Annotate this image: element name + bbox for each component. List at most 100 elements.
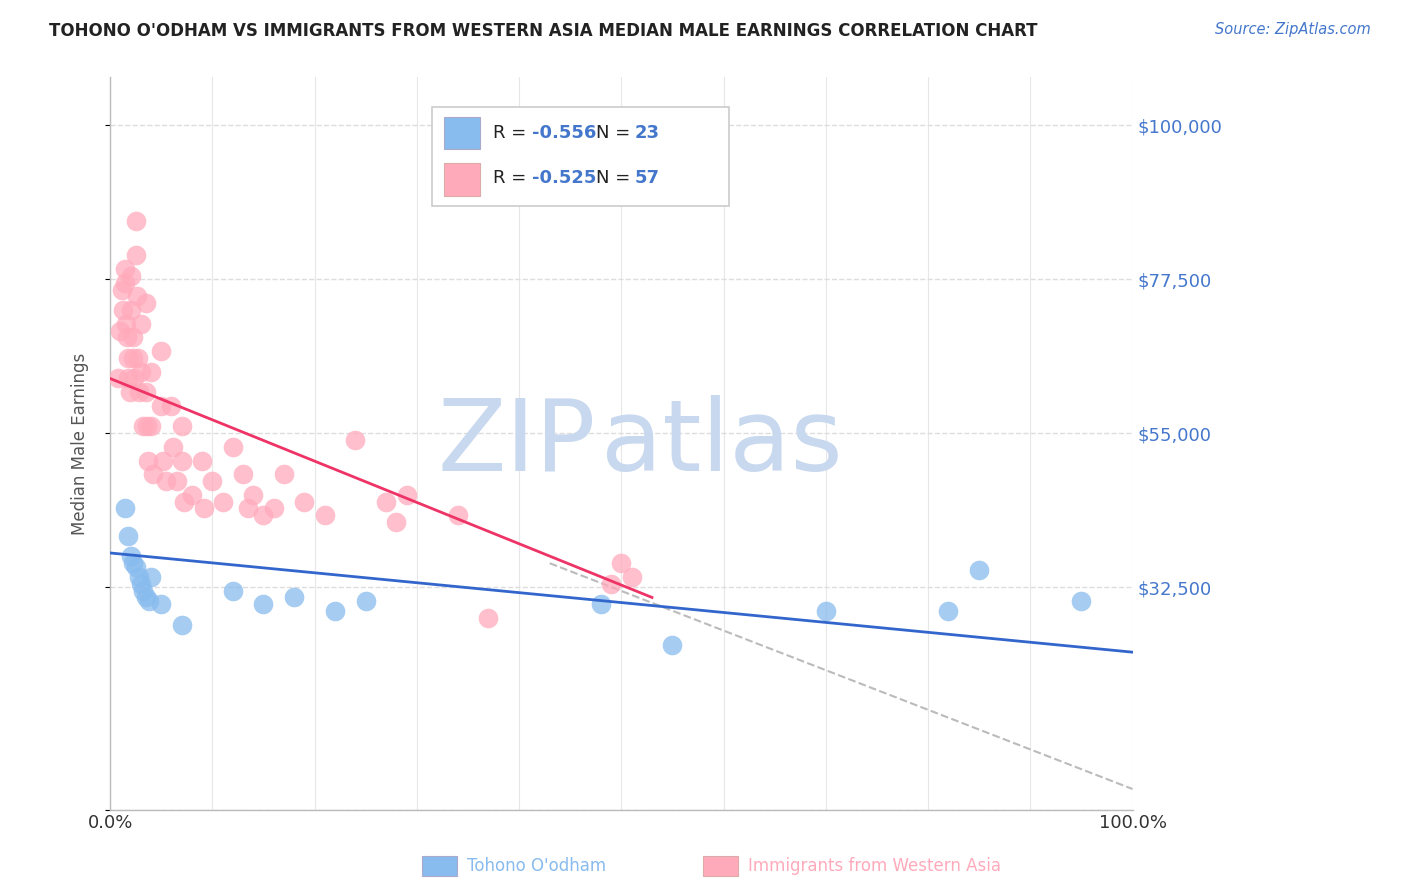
Point	[170, 419, 193, 434]
Point	[135, 385, 157, 400]
Point	[242, 488, 264, 502]
Point	[385, 515, 408, 529]
Point	[142, 467, 165, 482]
Text: Source: ZipAtlas.com: Source: ZipAtlas.com	[1215, 22, 1371, 37]
Point	[201, 474, 224, 488]
Point	[166, 474, 188, 488]
Point	[107, 371, 129, 385]
Point	[118, 385, 141, 400]
Point	[132, 419, 155, 434]
Point	[193, 501, 215, 516]
Point	[661, 638, 683, 652]
Point	[292, 494, 315, 508]
Point	[132, 583, 155, 598]
Point	[252, 508, 274, 523]
Text: Tohono O'odham: Tohono O'odham	[467, 857, 606, 875]
Point	[1070, 594, 1092, 608]
Point	[128, 570, 150, 584]
Text: N =: N =	[596, 124, 636, 142]
Point	[120, 549, 142, 564]
Point	[191, 453, 214, 467]
Point	[114, 276, 136, 290]
Point	[263, 501, 285, 516]
Point	[173, 494, 195, 508]
Point	[344, 433, 367, 447]
Point	[160, 399, 183, 413]
Point	[120, 268, 142, 283]
Point	[375, 494, 398, 508]
Point	[170, 453, 193, 467]
Text: N =: N =	[596, 169, 636, 187]
Point	[135, 296, 157, 310]
Bar	[444, 117, 481, 149]
Point	[447, 508, 470, 523]
Text: 23: 23	[634, 124, 659, 142]
Point	[112, 303, 135, 318]
Point	[117, 529, 139, 543]
Point	[124, 214, 146, 228]
Point	[127, 351, 149, 365]
Point	[395, 488, 418, 502]
Point	[117, 330, 139, 344]
Point	[620, 570, 643, 584]
Point	[129, 365, 152, 379]
Point	[252, 597, 274, 611]
Point	[117, 351, 139, 365]
Point	[150, 399, 173, 413]
Point	[222, 583, 245, 598]
Point	[610, 556, 633, 570]
Point	[152, 453, 174, 467]
Point	[323, 604, 346, 618]
Point	[314, 508, 336, 523]
Point	[155, 474, 177, 488]
Point	[232, 467, 254, 482]
Point	[129, 576, 152, 591]
Point	[114, 262, 136, 277]
Point	[135, 591, 157, 605]
FancyBboxPatch shape	[432, 107, 728, 205]
Point	[120, 303, 142, 318]
Point	[135, 419, 157, 434]
Point	[222, 440, 245, 454]
Point	[121, 351, 143, 365]
Point	[180, 488, 202, 502]
Point	[124, 248, 146, 262]
Text: R =: R =	[494, 124, 533, 142]
Point	[136, 453, 159, 467]
Point	[124, 559, 146, 574]
Point	[150, 344, 173, 359]
Point	[170, 617, 193, 632]
Point	[236, 501, 259, 516]
Point	[111, 283, 134, 297]
Point	[162, 440, 184, 454]
Point	[115, 317, 138, 331]
Point	[354, 594, 377, 608]
Point	[150, 597, 173, 611]
Point	[110, 324, 132, 338]
Y-axis label: Median Male Earnings: Median Male Earnings	[72, 352, 89, 534]
Point	[139, 570, 162, 584]
Point	[125, 289, 148, 303]
Point	[283, 591, 305, 605]
Point	[121, 330, 143, 344]
Point	[139, 419, 162, 434]
Point	[600, 576, 623, 591]
Point	[114, 501, 136, 516]
Point	[814, 604, 837, 618]
Point	[128, 385, 150, 400]
Bar	[444, 163, 481, 195]
Point	[967, 563, 990, 577]
Point	[121, 556, 143, 570]
Point	[938, 604, 960, 618]
Point	[122, 371, 145, 385]
Point	[129, 317, 152, 331]
Point	[273, 467, 295, 482]
Text: Immigrants from Western Asia: Immigrants from Western Asia	[748, 857, 1001, 875]
Text: -0.556: -0.556	[533, 124, 596, 142]
Text: TOHONO O'ODHAM VS IMMIGRANTS FROM WESTERN ASIA MEDIAN MALE EARNINGS CORRELATION : TOHONO O'ODHAM VS IMMIGRANTS FROM WESTER…	[49, 22, 1038, 40]
Point	[211, 494, 233, 508]
Point	[117, 371, 139, 385]
Point	[477, 611, 499, 625]
Text: -0.525: -0.525	[533, 169, 596, 187]
Text: 57: 57	[634, 169, 659, 187]
